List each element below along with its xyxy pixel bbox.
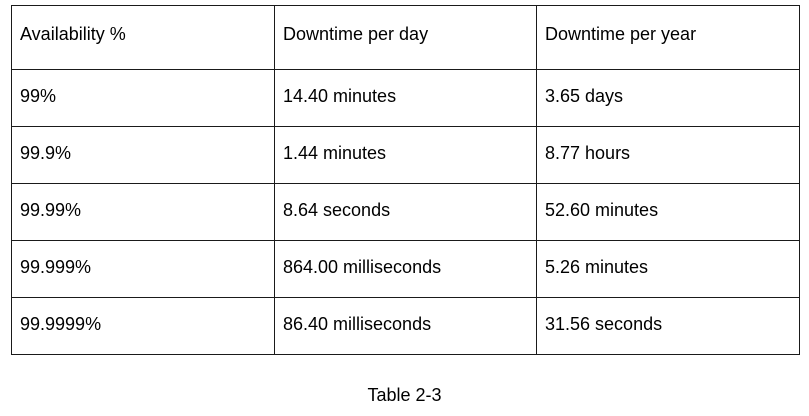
- cell-downtime-per-year: 52.60 minutes: [536, 183, 800, 241]
- cell-text: 86.40 milliseconds: [283, 314, 432, 334]
- cell-text: 52.60 minutes: [545, 200, 659, 220]
- table-row: 99.9999% 86.40 milliseconds 31.56 second…: [11, 297, 800, 355]
- cell-text: 5.26 minutes: [545, 257, 649, 277]
- cell-availability: 99.999%: [11, 240, 275, 298]
- cell-text: 14.40 minutes: [283, 86, 397, 106]
- header-availability: Availability %: [11, 5, 275, 70]
- cell-downtime-per-year: 3.65 days: [536, 69, 800, 127]
- cell-text: 864.00 milliseconds: [283, 257, 442, 277]
- table-caption: Table 2-3: [367, 385, 442, 405]
- cell-downtime-per-year: 5.26 minutes: [536, 240, 800, 298]
- cell-text: 8.64 seconds: [283, 200, 391, 220]
- cell-downtime-per-day: 86.40 milliseconds: [274, 297, 537, 355]
- table-header-row: Availability % Downtime per day Downtime…: [11, 5, 800, 70]
- cell-availability: 99.9999%: [11, 297, 275, 355]
- cell-text: 99.9999%: [20, 314, 102, 334]
- cell-downtime-per-year: 31.56 seconds: [536, 297, 800, 355]
- table-row: 99.9% 1.44 minutes 8.77 hours: [11, 126, 800, 184]
- header-downtime-per-day-label: Downtime per day: [283, 24, 429, 44]
- cell-text: 99.99%: [20, 200, 82, 220]
- cell-text: 1.44 minutes: [283, 143, 387, 163]
- availability-table-container: Availability % Downtime per day Downtime…: [11, 5, 800, 355]
- table-row: 99% 14.40 minutes 3.65 days: [11, 69, 800, 127]
- header-availability-label: Availability %: [20, 24, 126, 44]
- table-row: 99.999% 864.00 milliseconds 5.26 minutes: [11, 240, 800, 298]
- header-downtime-per-year: Downtime per year: [536, 5, 800, 70]
- cell-text: 99.999%: [20, 257, 92, 277]
- header-downtime-per-day: Downtime per day: [274, 5, 537, 70]
- cell-text: 31.56 seconds: [545, 314, 663, 334]
- cell-availability: 99%: [11, 69, 275, 127]
- cell-text: 3.65 days: [545, 86, 624, 106]
- table-row: 99.99% 8.64 seconds 52.60 minutes: [11, 183, 800, 241]
- cell-text: 99%: [20, 86, 57, 106]
- cell-availability: 99.99%: [11, 183, 275, 241]
- cell-availability: 99.9%: [11, 126, 275, 184]
- cell-downtime-per-day: 8.64 seconds: [274, 183, 537, 241]
- cell-text: 8.77 hours: [545, 143, 631, 163]
- availability-table: Availability % Downtime per day Downtime…: [11, 5, 800, 355]
- cell-downtime-per-day: 864.00 milliseconds: [274, 240, 537, 298]
- cell-downtime-per-day: 14.40 minutes: [274, 69, 537, 127]
- cell-text: 99.9%: [20, 143, 72, 163]
- cell-downtime-per-day: 1.44 minutes: [274, 126, 537, 184]
- cell-downtime-per-year: 8.77 hours: [536, 126, 800, 184]
- header-downtime-per-year-label: Downtime per year: [545, 24, 697, 44]
